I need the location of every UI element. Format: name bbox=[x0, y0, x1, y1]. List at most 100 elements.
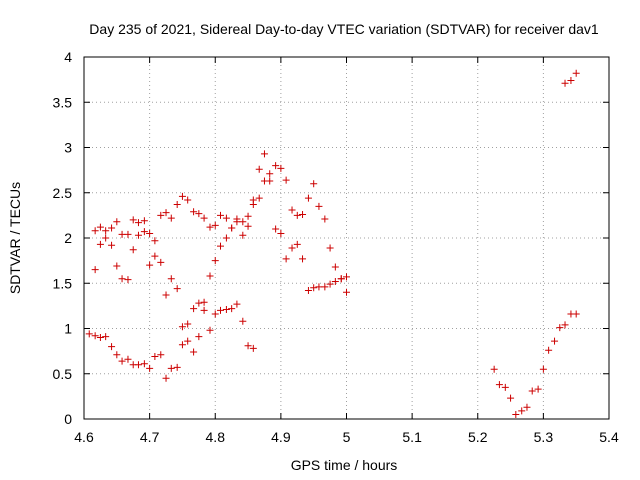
data-point bbox=[184, 196, 192, 204]
data-point bbox=[255, 165, 263, 173]
data-point bbox=[277, 229, 285, 237]
data-point bbox=[299, 255, 307, 263]
data-point bbox=[304, 194, 312, 202]
data-point bbox=[85, 330, 93, 338]
data-point bbox=[272, 162, 280, 170]
plot-frame bbox=[83, 56, 610, 420]
data-point bbox=[118, 357, 126, 365]
y-tick-label: 1 bbox=[64, 321, 72, 337]
data-point bbox=[561, 321, 569, 329]
data-point bbox=[239, 231, 247, 239]
data-point bbox=[331, 263, 339, 271]
data-point bbox=[96, 223, 104, 231]
data-point bbox=[222, 305, 230, 313]
data-point bbox=[200, 306, 208, 314]
data-point bbox=[184, 320, 192, 328]
data-point bbox=[157, 351, 165, 359]
data-point bbox=[151, 353, 159, 361]
data-point bbox=[173, 201, 181, 209]
data-point bbox=[140, 228, 148, 236]
data-point bbox=[326, 280, 334, 288]
data-point bbox=[91, 266, 99, 274]
data-point bbox=[91, 332, 99, 340]
data-point bbox=[200, 298, 208, 306]
data-point bbox=[507, 394, 515, 402]
data-point bbox=[321, 215, 329, 223]
data-point bbox=[518, 407, 526, 415]
data-point bbox=[572, 69, 580, 77]
data-point bbox=[195, 210, 203, 218]
data-point bbox=[343, 273, 350, 281]
data-point bbox=[146, 261, 154, 269]
data-point bbox=[113, 218, 121, 226]
data-point bbox=[146, 364, 154, 372]
data-point bbox=[151, 252, 159, 260]
data-point bbox=[512, 410, 520, 418]
y-tick-label: 3.5 bbox=[53, 94, 73, 110]
data-point bbox=[108, 224, 116, 232]
y-axis-title: SDTVAR / TECUs bbox=[7, 182, 23, 294]
data-point bbox=[167, 275, 175, 283]
data-point bbox=[195, 299, 203, 307]
data-point bbox=[260, 150, 268, 158]
x-tick-label: 4.9 bbox=[271, 429, 291, 445]
data-point bbox=[299, 210, 307, 218]
data-point bbox=[272, 225, 280, 233]
data-point bbox=[244, 212, 252, 220]
data-point bbox=[266, 177, 274, 185]
data-point bbox=[206, 223, 214, 231]
data-point bbox=[190, 208, 198, 216]
data-point bbox=[167, 214, 175, 222]
data-point bbox=[501, 383, 509, 391]
gridlines bbox=[84, 57, 609, 419]
data-point bbox=[151, 237, 159, 245]
data-point bbox=[233, 300, 241, 308]
x-tick-label: 4.7 bbox=[140, 429, 160, 445]
data-point bbox=[140, 217, 148, 225]
data-point bbox=[293, 211, 301, 219]
y-tick-label: 0 bbox=[64, 411, 72, 427]
y-tick-label: 0.5 bbox=[53, 366, 73, 382]
data-point bbox=[178, 192, 186, 200]
data-point bbox=[195, 333, 203, 341]
data-point bbox=[134, 219, 142, 227]
data-point bbox=[337, 275, 345, 283]
data-point bbox=[277, 164, 285, 172]
data-point bbox=[162, 291, 170, 299]
data-point bbox=[129, 216, 137, 224]
data-point bbox=[244, 222, 252, 230]
data-point bbox=[551, 337, 559, 345]
data-point bbox=[539, 365, 547, 373]
data-point bbox=[288, 244, 296, 252]
x-tick-label: 5.1 bbox=[402, 429, 422, 445]
data-point bbox=[228, 224, 236, 232]
data-point bbox=[288, 206, 296, 214]
data-point bbox=[495, 381, 503, 389]
data-point bbox=[567, 77, 575, 85]
data-point bbox=[249, 344, 257, 352]
data-point bbox=[113, 262, 121, 270]
x-tick-label: 5.2 bbox=[468, 429, 488, 445]
data-point bbox=[222, 214, 230, 222]
x-tick-label: 4.6 bbox=[74, 429, 94, 445]
data-point bbox=[206, 326, 214, 334]
data-point bbox=[528, 387, 536, 395]
data-point bbox=[96, 240, 104, 248]
data-point bbox=[190, 305, 198, 313]
y-tick-label: 2 bbox=[64, 230, 72, 246]
data-point bbox=[157, 211, 165, 219]
data-point bbox=[266, 170, 274, 178]
data-point bbox=[321, 283, 329, 291]
data-point bbox=[129, 246, 137, 254]
data-point bbox=[108, 343, 116, 351]
data-point bbox=[200, 214, 208, 222]
data-point bbox=[217, 306, 224, 314]
data-point bbox=[217, 242, 224, 250]
data-point bbox=[134, 231, 142, 239]
data-point bbox=[490, 365, 498, 373]
data-point bbox=[134, 361, 142, 369]
data-point bbox=[173, 363, 181, 371]
data-point bbox=[173, 285, 181, 293]
data-point bbox=[190, 348, 198, 356]
data-point bbox=[211, 257, 219, 265]
